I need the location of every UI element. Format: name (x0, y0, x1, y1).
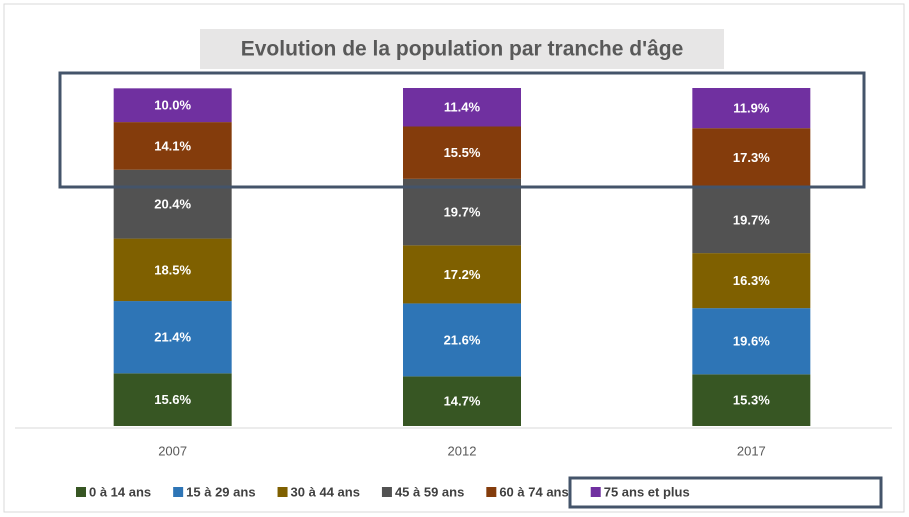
data-label: 20.4% (154, 197, 191, 212)
legend-swatch (486, 487, 497, 497)
data-label: 17.3% (733, 150, 770, 165)
data-label: 15.5% (444, 145, 481, 160)
x-tick-label: 2012 (448, 443, 477, 458)
highlight-box (58, 71, 866, 189)
bar-segment (113, 301, 232, 374)
data-label: 11.4% (444, 100, 481, 115)
x-tick-label: 2017 (737, 443, 766, 458)
plot: 15.6% 21.4% 18.5% 20.4% 14.1% 10.0% 2007 14.7% 2… (76, 88, 811, 499)
legend-label: 15 à 29 ans (186, 484, 255, 499)
bar-segment (692, 308, 811, 375)
bar-segment (113, 88, 232, 123)
legend-swatch (590, 487, 601, 497)
bar-segment (692, 128, 811, 187)
bar-segment (403, 178, 521, 246)
bar-segment (113, 373, 232, 426)
legend-swatch (277, 487, 288, 497)
data-label: 10.0% (154, 98, 191, 113)
bar-segment (403, 126, 521, 179)
data-label: 14.1% (154, 138, 191, 153)
bar-segment (403, 88, 521, 127)
bar-segment (113, 169, 232, 239)
bar-segment (692, 253, 811, 309)
bar-segment (403, 303, 521, 377)
x-tick-label: 2007 (158, 443, 187, 458)
bar-segment (692, 88, 811, 129)
data-label: 11.9% (733, 101, 770, 116)
legend-label: 30 à 44 ans (291, 484, 360, 499)
legend-swatch (381, 487, 392, 497)
legend-label: 60 à 74 ans (499, 484, 568, 499)
bar-segment (113, 238, 232, 302)
data-label: 19.6% (733, 334, 770, 349)
legend-swatch (173, 487, 184, 497)
bar-segment (692, 186, 811, 254)
legend-label: 75 ans et plus (604, 484, 690, 499)
data-label: 21.4% (154, 330, 191, 345)
data-label: 15.3% (733, 393, 770, 408)
legend-highlight-box (568, 476, 883, 509)
bar-segment (403, 376, 521, 426)
bar-segment (113, 122, 232, 170)
bar-segment (403, 245, 521, 304)
data-label: 18.5% (154, 262, 191, 277)
bar-segment (692, 374, 811, 426)
legend-label: 0 à 14 ans (89, 484, 151, 499)
data-label: 15.6% (154, 392, 191, 407)
chart-title: Evolution de la population par tranche d… (241, 38, 684, 61)
legend-swatch (76, 487, 86, 497)
legend-label: 45 à 59 ans (395, 484, 464, 499)
title-background (200, 29, 724, 69)
data-label: 16.3% (733, 273, 770, 288)
data-label: 21.6% (444, 332, 481, 347)
data-label: 19.7% (733, 212, 770, 227)
data-label: 19.7% (444, 205, 481, 220)
data-label: 14.7% (444, 394, 481, 409)
data-label: 17.2% (444, 267, 481, 282)
